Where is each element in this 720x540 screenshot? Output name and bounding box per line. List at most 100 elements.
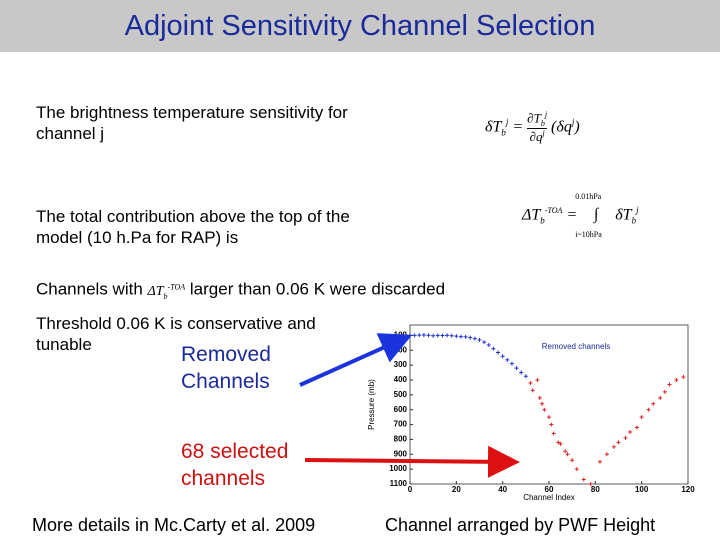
text: larger than 0.06 K were discarded	[189, 279, 446, 299]
point	[558, 441, 563, 446]
point	[535, 377, 540, 382]
slide-title: Adjoint Sensitivity Channel Selection	[124, 10, 596, 42]
chart-annotation: Removed channels	[542, 342, 610, 351]
point	[496, 350, 501, 355]
x-tick-label: 100	[635, 485, 649, 494]
eq-part: b	[163, 291, 168, 301]
eq-part: ∂q	[529, 129, 543, 145]
point	[505, 357, 510, 362]
x-tick-label: 80	[591, 485, 600, 494]
point	[440, 333, 445, 338]
point	[519, 370, 524, 375]
point	[477, 337, 482, 342]
point	[417, 333, 422, 338]
y-tick-label: 1100	[390, 479, 408, 488]
point	[482, 340, 487, 345]
point	[588, 482, 593, 486]
eq-part: =	[566, 206, 578, 224]
point	[542, 407, 547, 412]
y-tick-label: 900	[394, 449, 408, 458]
eq-part: b	[631, 215, 637, 226]
y-tick-label: 300	[394, 360, 408, 369]
point	[651, 401, 656, 406]
eq-part: j	[636, 205, 639, 215]
point	[449, 333, 454, 338]
point	[486, 343, 491, 348]
point	[472, 336, 477, 341]
point	[549, 422, 554, 427]
point	[628, 429, 633, 434]
label: Removed Channels	[181, 343, 271, 393]
eq-part: b	[501, 127, 506, 138]
point	[658, 395, 663, 400]
eq-part: 0.01hPa	[575, 192, 602, 202]
point	[468, 335, 473, 340]
point	[463, 334, 468, 339]
arrow	[304, 445, 520, 478]
x-tick-label: 0	[408, 485, 413, 494]
point	[421, 332, 426, 337]
point	[509, 361, 514, 366]
eq-part: -TOA	[167, 282, 186, 291]
point	[445, 333, 450, 338]
y-tick-label: 400	[394, 375, 408, 384]
point	[556, 440, 561, 445]
text: The total contribution above the top of …	[36, 207, 350, 247]
eq-part: j	[542, 128, 545, 138]
arrow	[299, 333, 413, 387]
point	[412, 333, 417, 338]
point	[458, 334, 463, 339]
point	[570, 458, 575, 463]
eq-part: ΔT	[147, 283, 164, 299]
point	[667, 382, 672, 387]
point	[616, 440, 621, 445]
eq-part: ΔT	[522, 206, 541, 224]
eq-part: =	[512, 118, 524, 136]
x-tick-label: 120	[681, 485, 695, 494]
point	[435, 333, 440, 338]
x-tick-label: 40	[498, 485, 507, 494]
header-bar	[0, 0, 720, 52]
eq-part: )	[574, 118, 580, 136]
y-tick-label: 800	[394, 435, 408, 444]
eq-part: j	[544, 110, 548, 119]
x-tick-label: 20	[452, 485, 461, 494]
text: Threshold 0.06 K is conservative and tun…	[36, 314, 316, 354]
footer-text: More details in Mc.Carty et al. 2009	[32, 515, 316, 535]
point	[674, 377, 679, 382]
text: The brightness temperature sensitivity f…	[36, 103, 348, 143]
point	[581, 477, 586, 482]
footer-text: Channel arranged by PWF Height	[385, 515, 656, 535]
eq-part: i~10hPa	[575, 230, 602, 240]
x-axis-label: Channel Index	[523, 493, 575, 502]
y-axis-label: Pressure (mb)	[367, 379, 376, 430]
eq-part: j	[505, 116, 509, 127]
point	[681, 375, 686, 380]
point	[662, 389, 667, 394]
equation: δTbj = ∂Tbj ∂qj (δqj)	[485, 110, 580, 145]
eq-part: -TOA	[544, 206, 563, 215]
point	[597, 459, 602, 464]
eq-part: j	[571, 116, 575, 127]
text: Channels with	[36, 279, 143, 299]
point	[523, 374, 528, 379]
point	[537, 395, 542, 400]
point	[528, 380, 533, 385]
point	[639, 415, 644, 420]
eq-part: ∫	[594, 206, 599, 224]
plot-area	[409, 324, 689, 485]
point	[454, 334, 459, 339]
y-tick-label: 700	[394, 420, 408, 429]
eq-part: b	[540, 215, 545, 226]
point	[604, 452, 609, 457]
y-tick-label: 600	[394, 405, 408, 414]
point	[500, 354, 505, 359]
point	[426, 333, 431, 338]
point	[623, 435, 628, 440]
point	[431, 333, 436, 338]
point	[530, 388, 535, 393]
text: Channels with ΔTb-TOA larger than 0.06 K…	[36, 276, 596, 306]
x-tick-label: 60	[545, 485, 554, 494]
